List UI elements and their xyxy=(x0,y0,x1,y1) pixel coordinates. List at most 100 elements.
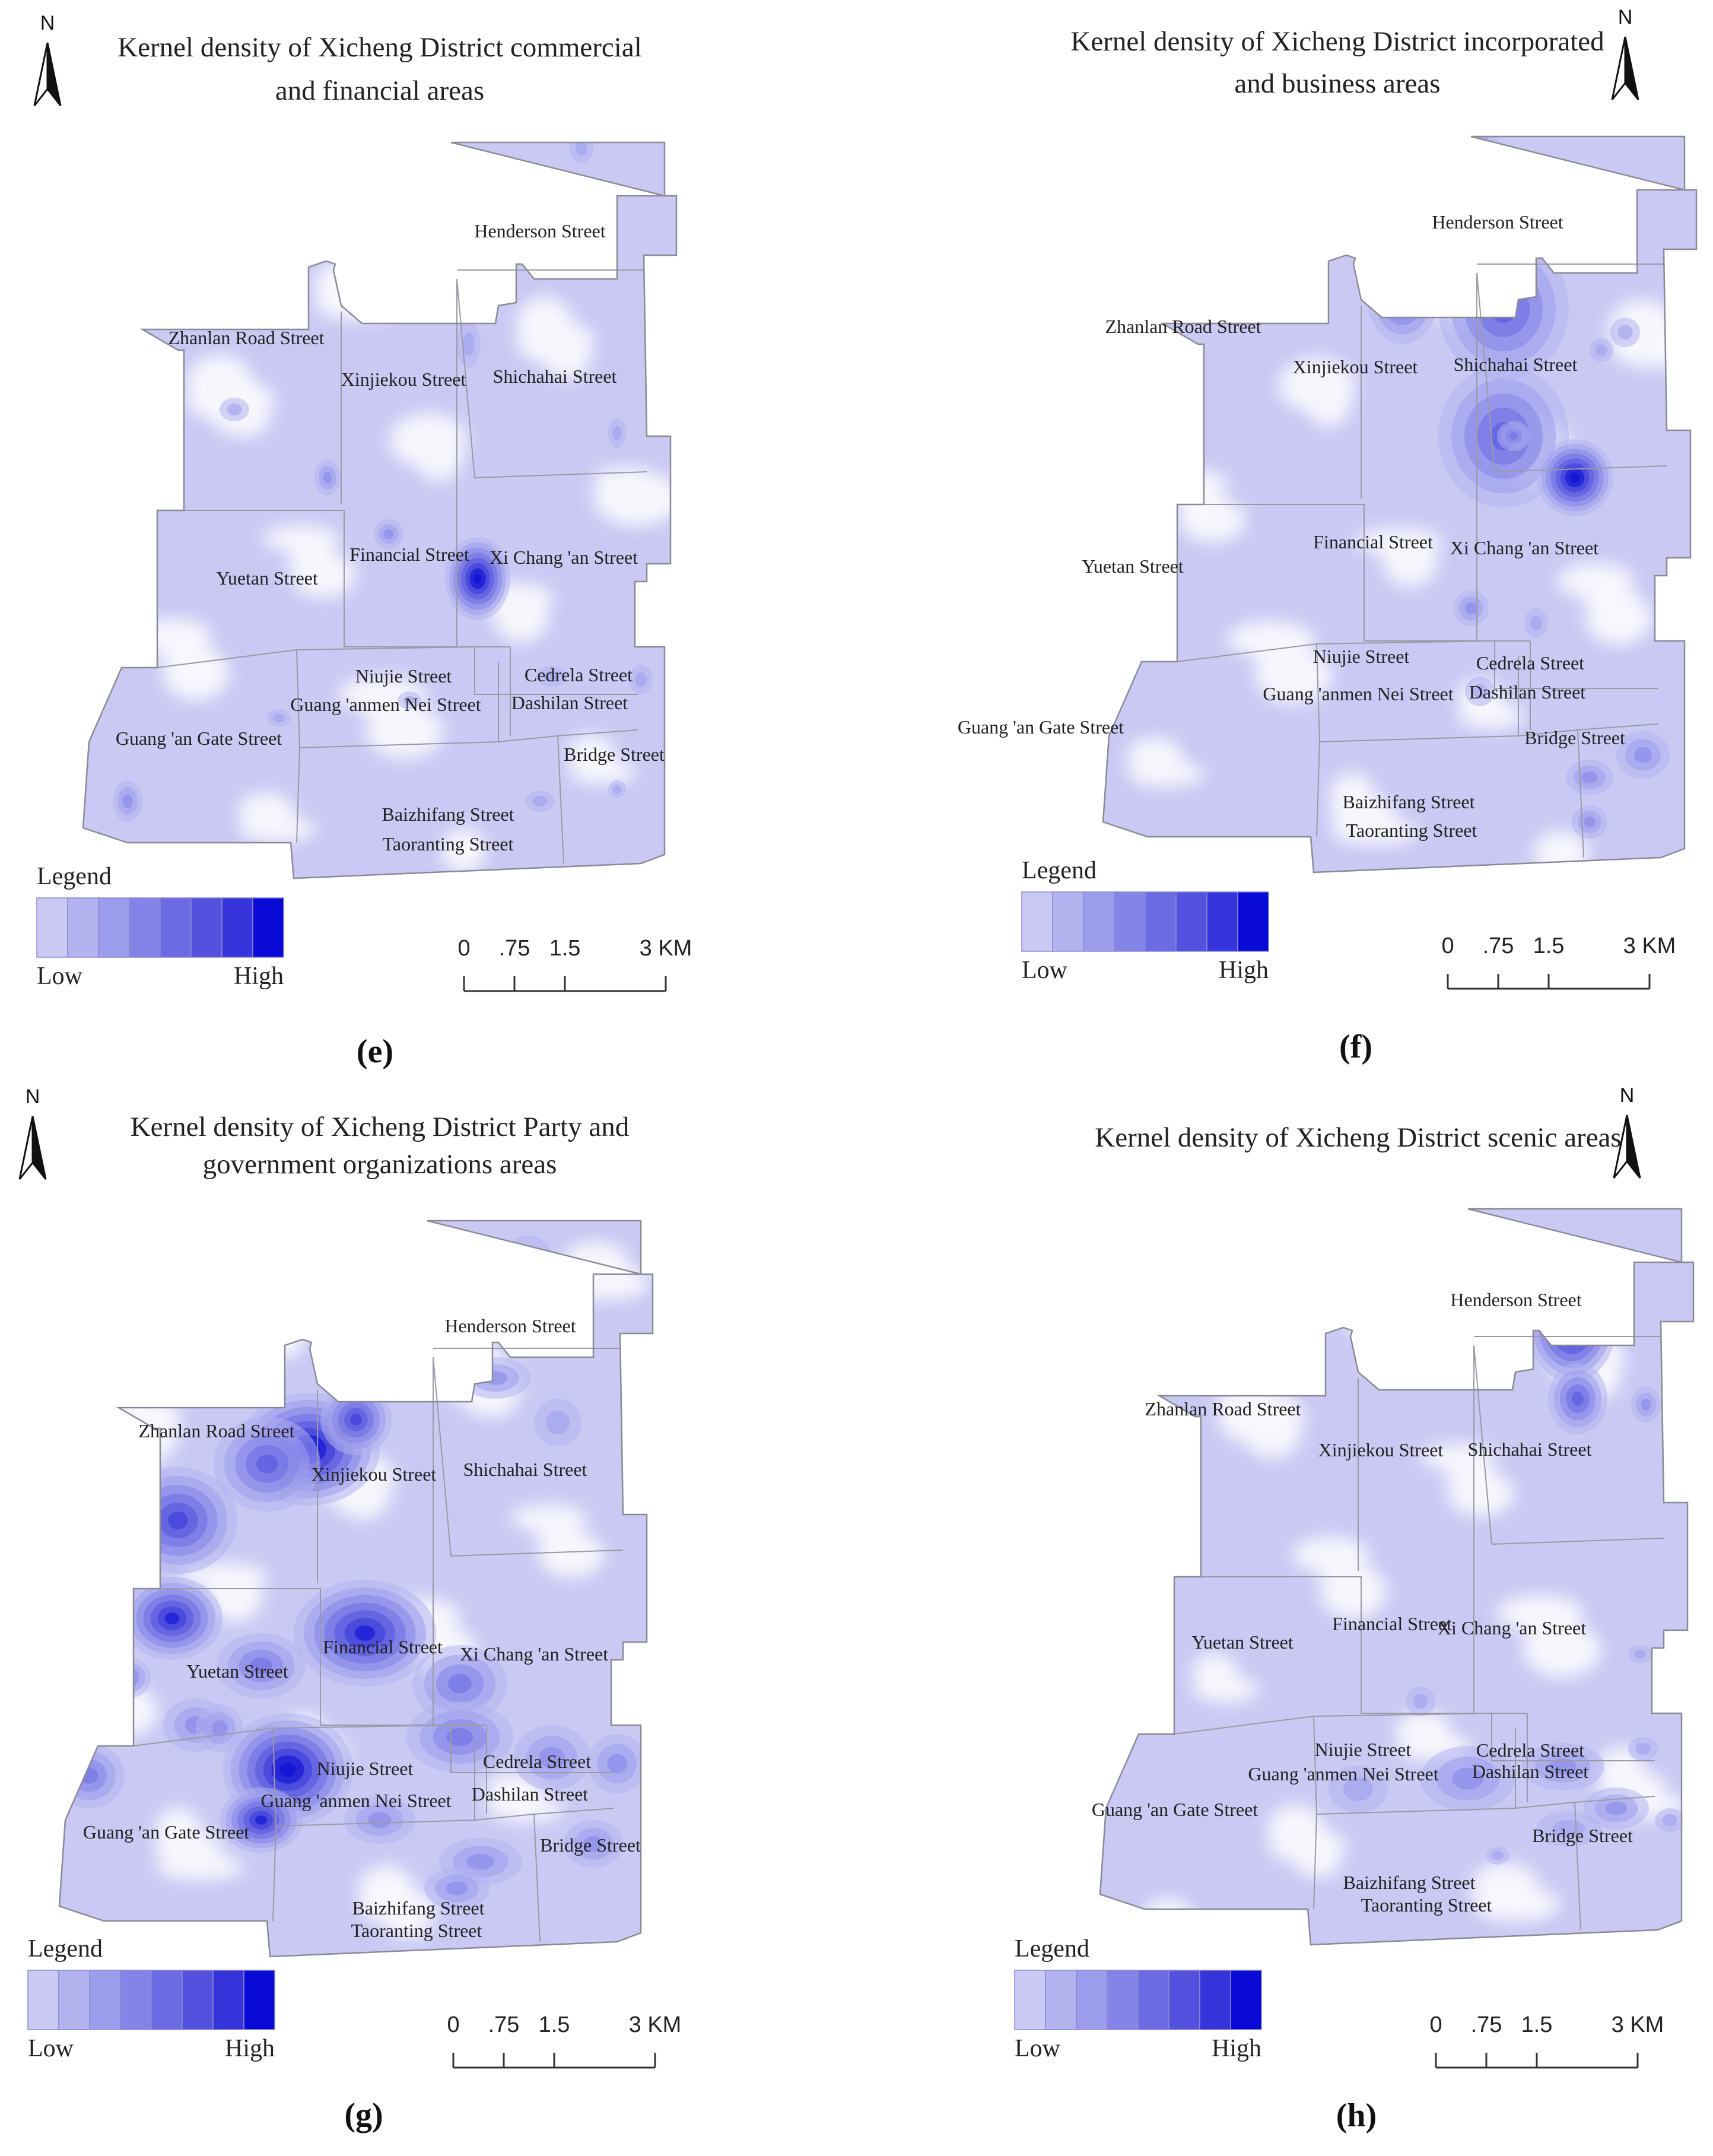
density-hotspot xyxy=(1486,1847,1509,1865)
low-density-gap xyxy=(138,250,183,276)
density-hotspot xyxy=(1521,1743,1604,1790)
street-label: Dashilan Street xyxy=(472,1783,589,1805)
street-label: Henderson Street xyxy=(474,220,605,242)
legend-swatch xyxy=(1076,1970,1108,2030)
density-hotspot xyxy=(1536,1811,1601,1847)
map-svg-h: Henderson Street Zhanlan Road Street Xinji… xyxy=(1014,1084,1695,2134)
street-label: Guang 'an Gate Street xyxy=(1092,1799,1258,1820)
map-svg-g: Henderson Street Zhanlan Road Street Xinji… xyxy=(18,1085,682,2133)
density-hotspot xyxy=(220,398,249,421)
legend-low-label: Low xyxy=(37,963,83,990)
legend-swatch xyxy=(58,1970,90,2030)
low-density-gap xyxy=(1344,1274,1410,1328)
legend-swatch xyxy=(1206,891,1238,952)
map-title-line: and financial areas xyxy=(275,75,484,106)
density-hotspot xyxy=(398,691,421,709)
street-label: Taoranting Street xyxy=(1346,820,1477,841)
low-density-gap xyxy=(1117,1506,1172,1561)
low-density-gap xyxy=(1141,1239,1218,1284)
low-density-gap xyxy=(441,828,486,873)
street-label: Bridge Street xyxy=(540,1834,641,1856)
density-hotspot xyxy=(294,1580,436,1687)
low-density-gap xyxy=(1406,242,1461,296)
north-label: N xyxy=(26,1085,40,1108)
density-hotspot xyxy=(59,1743,125,1808)
map-panel-g: Henderson Street Zhanlan Road Street Xinji… xyxy=(0,1078,856,2156)
density-hotspot xyxy=(196,1704,243,1752)
density-hotspot xyxy=(1572,805,1607,839)
density-hotspot xyxy=(1631,1387,1661,1422)
legend-swatch xyxy=(212,1970,244,2030)
scale-tick-label: 1.5 xyxy=(549,936,581,961)
north-label: N xyxy=(1620,1084,1635,1107)
legend-title: Legend xyxy=(1015,1935,1089,1963)
legend-swatch xyxy=(182,1970,214,2030)
low-density-gap xyxy=(510,1505,587,1531)
legend-swatch xyxy=(1175,891,1207,952)
low-density-gap xyxy=(80,1684,157,1738)
legend-high-label: High xyxy=(225,2035,275,2062)
density-hotspot xyxy=(1465,677,1495,706)
scale-tick-label: 3 KM xyxy=(1612,2012,1664,2037)
low-density-gap xyxy=(1268,1805,1324,1850)
low-density-gap xyxy=(155,1808,200,1853)
street-label: Guang 'anmen Nei Street xyxy=(290,694,481,715)
low-density-gap xyxy=(1168,1262,1213,1297)
scale-bar: 0 .75 1.5 3 KM xyxy=(447,2012,682,2069)
map-panel-f: Henderson Street Zhanlan Road Street Xinji… xyxy=(857,0,1713,1078)
scale-tick-label: 1.5 xyxy=(1533,933,1565,958)
density-hotspot xyxy=(214,1417,320,1512)
low-density-gap xyxy=(1100,1502,1177,1528)
scale-tick-label: 3 KM xyxy=(1623,933,1676,958)
street-label: Dashilan Street xyxy=(1469,681,1586,703)
scale-tick-label: 3 KM xyxy=(629,2012,682,2037)
density-hotspot xyxy=(525,790,555,812)
density-hotspot xyxy=(1687,650,1696,691)
legend-low-label: Low xyxy=(1022,957,1068,984)
scale-bar: 0 .75 1.5 3 KM xyxy=(1441,933,1676,990)
street-label: Zhanlan Road Street xyxy=(168,327,324,348)
street-label: Guang 'anmen Nei Street xyxy=(1248,1763,1438,1785)
density-hotspot xyxy=(344,1796,415,1844)
street-label: Bridge Street xyxy=(1532,1825,1633,1846)
legend-title: Legend xyxy=(1022,857,1097,884)
legend-high-label: High xyxy=(234,963,284,990)
low-density-gap xyxy=(262,525,339,551)
low-density-gap xyxy=(517,297,573,351)
density-hotspot xyxy=(1708,643,1713,684)
density-hotspot xyxy=(1628,1737,1658,1761)
low-density-gap xyxy=(1534,172,1611,207)
map-panel-e: Henderson Street Zhanlan Road Street Xinji… xyxy=(0,0,856,1078)
legend-low-label: Low xyxy=(28,2035,74,2062)
legend: Legend Low High xyxy=(1021,857,1269,984)
scale-tick-label: 1.5 xyxy=(539,2012,570,2037)
low-density-gap xyxy=(1372,1320,1428,1355)
density-hotspot xyxy=(608,780,626,798)
street-label: Zhanlan Road Street xyxy=(1145,1398,1301,1420)
density-hotspot xyxy=(564,1820,623,1868)
legend-swatch xyxy=(1114,891,1146,952)
low-density-gap xyxy=(1496,1595,1584,1631)
low-density-gap xyxy=(314,262,380,307)
legend-swatch xyxy=(98,897,130,958)
street-label: Xinjiekou Street xyxy=(341,369,466,390)
density-hotspot xyxy=(1367,249,1438,344)
legend-swatch xyxy=(36,897,68,958)
legend-swatch xyxy=(1083,891,1115,952)
low-density-gap xyxy=(1561,195,1606,221)
street-label: Taoranting Street xyxy=(1361,1894,1492,1916)
street-label: Cedrela Street xyxy=(1476,1739,1584,1761)
panel-caption: (g) xyxy=(344,2097,383,2133)
street-label: Guang 'an Gate Street xyxy=(83,1821,249,1843)
density-hotspot xyxy=(1329,1766,1388,1813)
map-title-line: government organizations areas xyxy=(203,1149,557,1180)
scale-tick-label: .75 xyxy=(1483,933,1514,958)
density-hotspot xyxy=(113,780,142,822)
street-label: Baizhifang Street xyxy=(352,1897,484,1919)
street-label: Bridge Street xyxy=(1524,727,1625,748)
density-layer-g xyxy=(59,1236,650,1938)
density-hotspot xyxy=(1628,1645,1652,1663)
low-density-gap xyxy=(1355,528,1442,554)
scale-tick-label: 3 KM xyxy=(640,936,692,961)
street-label: Dashilan Street xyxy=(511,692,628,713)
